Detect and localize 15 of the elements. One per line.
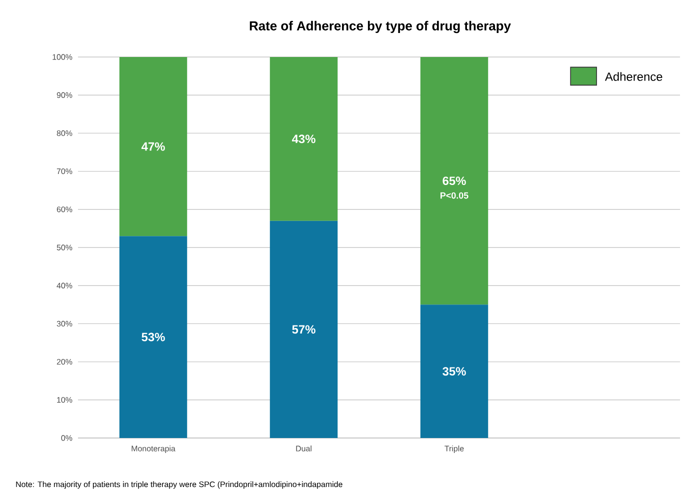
chart-title: Rate of Adherence by type of drug therapy	[250, 20, 511, 34]
data-label: 65%	[442, 176, 466, 186]
bar	[420, 304, 488, 438]
bar	[270, 56, 338, 221]
bar	[270, 220, 338, 438]
data-label: 35%	[442, 367, 466, 376]
data-label: 47%	[141, 142, 165, 151]
legend-label: Adherence	[604, 72, 662, 81]
data-label: 57%	[292, 325, 316, 334]
data-label: 53%	[142, 332, 165, 342]
bar	[119, 56, 188, 236]
annotation: P<0.05	[440, 192, 468, 199]
data-label: 43%	[292, 134, 316, 144]
bar	[420, 56, 488, 305]
bar	[119, 236, 188, 438]
